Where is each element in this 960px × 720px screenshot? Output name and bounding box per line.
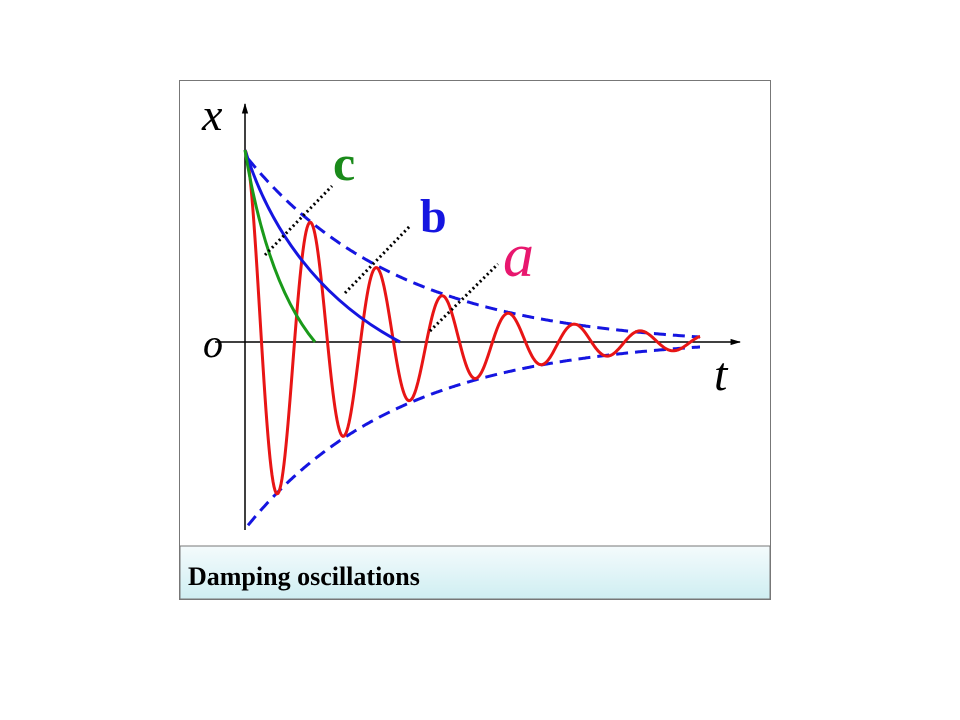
- curve-b: [243, 149, 401, 344]
- curve-a: [243, 149, 701, 496]
- leader-b: [343, 224, 412, 295]
- t-label: t: [714, 348, 729, 401]
- leader-c: [263, 184, 334, 257]
- label-b: b: [420, 190, 447, 243]
- label-a: a: [503, 222, 534, 290]
- leaders: [263, 184, 500, 333]
- x-label: x: [201, 89, 223, 140]
- label-c: c: [333, 135, 355, 191]
- leader-a: [428, 262, 500, 333]
- caption: Damping oscillations: [188, 562, 420, 591]
- curve-c: [243, 149, 317, 343]
- frame: [179, 80, 771, 600]
- envelope-lower: [246, 345, 700, 527]
- caption-band: [179, 545, 771, 600]
- origin-label: o: [203, 321, 223, 366]
- curves: [243, 149, 701, 527]
- envelope-upper: [246, 157, 700, 339]
